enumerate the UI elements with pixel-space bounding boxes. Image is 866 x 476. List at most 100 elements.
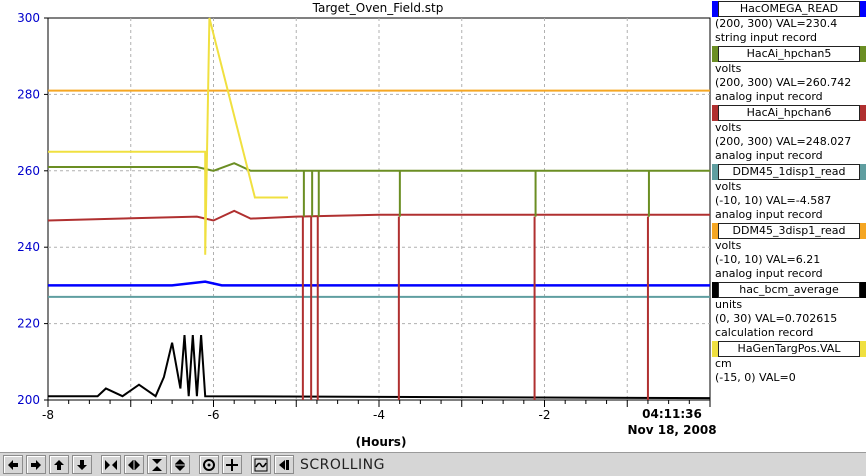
scroll-left-button[interactable]: [3, 455, 23, 474]
scroll-right-button[interactable]: [26, 455, 46, 474]
legend-panel: HacOMEGA_READ (200, 300) VAL=230.4 string …: [712, 0, 866, 452]
scroll-up-button[interactable]: [49, 455, 69, 474]
legend-header: HaGenTargPos.VAL: [712, 341, 866, 357]
target-circle-icon: [203, 458, 215, 471]
y-tick-label: 280: [17, 87, 40, 101]
x-axis-title: (Hours): [356, 435, 407, 449]
zoom-out-x-button[interactable]: [124, 455, 144, 474]
zoom-out-vertical-icon: [175, 458, 185, 471]
zoom-in-x-button[interactable]: [101, 455, 121, 474]
zoom-in-vertical-icon: [152, 458, 162, 471]
series-line-hacai-hpchan5: [48, 162, 710, 172]
series-lines: [47, 17, 711, 400]
legend-entry[interactable]: HacAi_hpchan5 volts (200, 300) VAL=260.742…: [712, 46, 866, 104]
legend-header: hac_bcm_average: [712, 282, 866, 298]
legend-series-name[interactable]: HacAi_hpchan5: [718, 46, 860, 62]
legend-swatch: [712, 341, 718, 357]
y-tick-label: 200: [17, 393, 40, 407]
legend-detail: volts: [715, 180, 742, 193]
legend-header: HacOMEGA_READ: [712, 1, 866, 17]
arrow-up-icon: [54, 459, 64, 470]
zoom-out-horizontal-icon: [128, 459, 140, 470]
date-label: Nov 18, 2008: [627, 423, 716, 437]
legend-swatch: [712, 1, 718, 17]
legend-series-name[interactable]: HacOMEGA_READ: [718, 1, 860, 17]
y-tick-label: 220: [17, 317, 40, 331]
legend-detail: (200, 300) VAL=248.027: [715, 135, 852, 148]
crosshair-button[interactable]: [222, 455, 242, 474]
legend-swatch: [712, 46, 718, 62]
legend-entry[interactable]: HacAi_hpchan6 volts (200, 300) VAL=248.027…: [712, 105, 866, 163]
legend-detail: (-15, 0) VAL=0: [715, 371, 796, 384]
legend-swatch: [860, 223, 866, 239]
legend-detail: (-10, 10) VAL=-4.587: [715, 194, 832, 207]
legend-detail: volts: [715, 121, 742, 134]
series-line-hagentargpos-val: [48, 17, 288, 255]
x-tick-label: -6: [208, 408, 220, 422]
legend-entry[interactable]: HacOMEGA_READ (200, 300) VAL=230.4 string …: [712, 1, 866, 45]
legend-detail: calculation record: [715, 326, 814, 339]
legend-entry[interactable]: DDM45_3disp1_read volts (-10, 10) VAL=6.21…: [712, 223, 866, 281]
wave-icon: [254, 458, 268, 471]
x-tick-label: -8: [42, 408, 54, 422]
legend-swatch: [860, 1, 866, 17]
legend-swatch: [860, 46, 866, 62]
legend-detail: analog input record: [715, 208, 823, 221]
time-label: 04:11:36: [642, 407, 702, 421]
legend-series-name[interactable]: DDM45_1disp1_read: [718, 164, 860, 180]
legend-detail: volts: [715, 62, 742, 75]
legend-detail: analog input record: [715, 149, 823, 162]
legend-detail: analog input record: [715, 267, 823, 280]
series-line-hacomega-read: [48, 280, 710, 287]
zoom-in-y-button[interactable]: [147, 455, 167, 474]
legend-header: DDM45_1disp1_read: [712, 164, 866, 180]
legend-header: DDM45_3disp1_read: [712, 223, 866, 239]
legend-series-name[interactable]: hac_bcm_average: [718, 282, 860, 298]
y-tick-label: 260: [17, 164, 40, 178]
zoom-out-y-button[interactable]: [170, 455, 190, 474]
legend-swatch: [860, 341, 866, 357]
legend-entry[interactable]: HaGenTargPos.VAL cm (-15, 0) VAL=0: [712, 341, 866, 385]
arrow-down-icon: [77, 459, 87, 470]
x-tick-label: -2: [539, 408, 551, 422]
legend-entry[interactable]: hac_bcm_average units (0, 30) VAL=0.702615…: [712, 282, 866, 340]
zoom-in-horizontal-icon: [105, 459, 117, 470]
legend-swatch: [860, 105, 866, 121]
auto-zoom-button[interactable]: [199, 455, 219, 474]
legend-series-name[interactable]: DDM45_3disp1_read: [718, 223, 860, 239]
legend-detail: string input record: [715, 31, 818, 44]
legend-swatch: [712, 105, 718, 121]
arrow-left-icon: [8, 459, 18, 470]
legend-detail: (200, 300) VAL=260.742: [715, 76, 852, 89]
stagger-button[interactable]: [251, 455, 271, 474]
plot-title: Target_Oven_Field.stp: [312, 1, 444, 15]
legend-detail: analog input record: [715, 90, 823, 103]
strip-chart[interactable]: Target_Oven_Field.stp 200 220 240 260 280 300…: [0, 0, 866, 452]
legend-swatch: [860, 164, 866, 180]
legend-entry[interactable]: DDM45_1disp1_read volts (-10, 10) VAL=-4.5…: [712, 164, 866, 222]
legend-detail: volts: [715, 239, 742, 252]
status-text: SCROLLING: [300, 456, 385, 473]
series-spikes: [301, 170, 650, 400]
legend-detail: cm: [715, 357, 732, 370]
crosshair-plus-icon: [226, 458, 238, 471]
scroll-mode-button[interactable]: [274, 455, 294, 474]
series-line-hac-bcm-average: [48, 335, 711, 400]
legend-detail: units: [715, 298, 743, 311]
axis-ticks: 200 220 240 260 280 300 -8 -6 -4 -2: [17, 11, 711, 422]
legend-detail: (200, 300) VAL=230.4: [715, 17, 838, 30]
y-tick-label: 240: [17, 240, 40, 254]
scroll-down-button[interactable]: [72, 455, 92, 474]
toolbar: SCROLLING: [0, 452, 866, 476]
legend-header: HacAi_hpchan5: [712, 46, 866, 62]
y-tick-label: 300: [17, 11, 40, 25]
legend-swatch: [712, 282, 718, 298]
x-tick-label: -4: [373, 408, 385, 422]
series-line-hacai-hpchan6: [47, 209, 710, 222]
legend-header: HacAi_hpchan6: [712, 105, 866, 121]
legend-series-name[interactable]: HaGenTargPos.VAL: [718, 341, 860, 357]
legend-swatch: [860, 282, 866, 298]
legend-detail: (0, 30) VAL=0.702615: [715, 312, 838, 325]
legend-series-name[interactable]: HacAi_hpchan6: [718, 105, 860, 121]
legend-detail: (-10, 10) VAL=6.21: [715, 253, 821, 266]
